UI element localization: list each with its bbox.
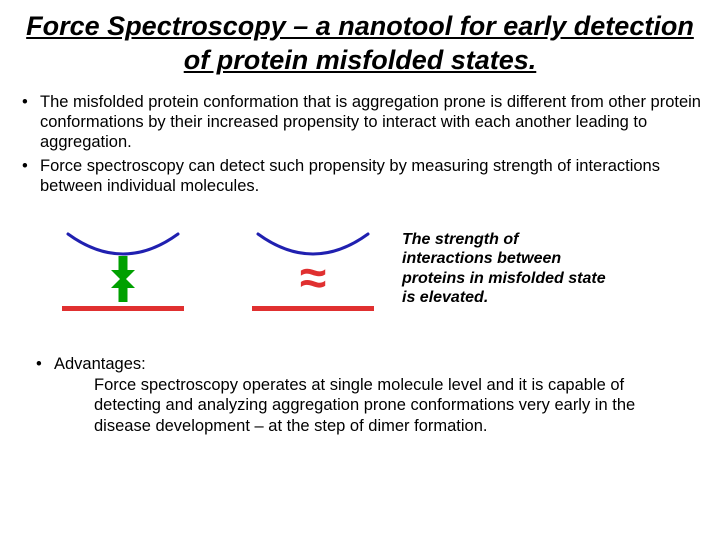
slide-title: Force Spectroscopy – a nanotool for earl…: [0, 0, 720, 86]
intro-bullets: The misfolded protein conformation that …: [0, 86, 720, 197]
diagram-pair: ≈: [18, 226, 378, 316]
advantages-label: Advantages:: [54, 355, 146, 373]
advantages-body: Force spectroscopy operates at single mo…: [54, 375, 690, 437]
advantages-block: Advantages: Force spectroscopy operates …: [0, 326, 720, 437]
diagram-approach: [58, 226, 188, 316]
advantages-item: Advantages: Force spectroscopy operates …: [30, 354, 690, 437]
diagram-retract: ≈: [248, 226, 378, 316]
bullet-1: The misfolded protein conformation that …: [18, 92, 702, 152]
svg-text:≈: ≈: [300, 252, 326, 305]
diagram-caption: The strength of interactions between pro…: [402, 226, 612, 307]
diagram-row: ≈ The strength of interactions between p…: [0, 200, 720, 326]
bullet-2: Force spectroscopy can detect such prope…: [18, 156, 702, 196]
